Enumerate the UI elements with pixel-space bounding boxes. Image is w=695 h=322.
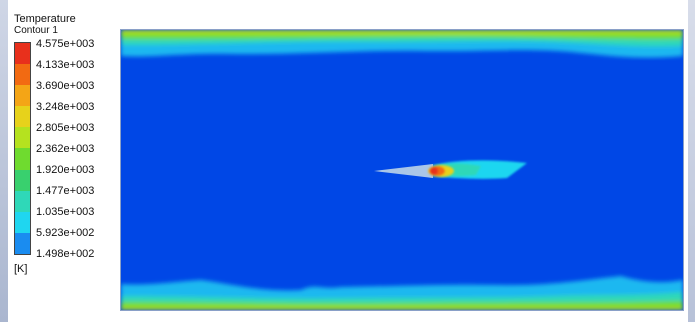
legend-level-label: 3.690e+003 (36, 80, 95, 92)
right-window-edge (688, 0, 695, 322)
legend-level-label: 2.362e+003 (36, 143, 95, 155)
legend-subtitle: Contour 1 (14, 25, 58, 36)
bottom-wall-band (121, 276, 683, 310)
legend-title: Temperature (14, 13, 76, 25)
legend-level-label: 1.477e+003 (36, 185, 95, 197)
legend-level-label: 3.248e+003 (36, 101, 95, 113)
left-window-edge (0, 0, 8, 322)
legend-level-label: 5.923e+002 (36, 227, 95, 239)
color-swatch (15, 148, 30, 170)
color-swatch (15, 127, 30, 149)
color-swatch (15, 211, 30, 233)
hot-zone (428, 165, 454, 177)
contour-plot[interactable] (120, 29, 684, 311)
legend-level-label: 1.498e+002 (36, 248, 95, 260)
color-swatch (15, 64, 30, 86)
legend-level-label: 1.920e+003 (36, 164, 95, 176)
color-swatch (15, 190, 30, 212)
legend-level-label: 1.035e+003 (36, 206, 95, 218)
contour-svg (121, 30, 683, 310)
color-swatch (15, 169, 30, 191)
legend-level-label: 4.133e+003 (36, 59, 95, 71)
legend-level-label: 2.805e+003 (36, 122, 95, 134)
legend-level-label: 4.575e+003 (36, 38, 95, 50)
color-swatch (15, 106, 30, 128)
color-swatch (15, 43, 30, 65)
body-shape (374, 164, 433, 178)
top-wall-band (121, 30, 683, 58)
color-swatch (15, 232, 30, 254)
unit-label: [K] (14, 263, 28, 275)
color-bar (14, 42, 31, 255)
color-swatch (15, 85, 30, 107)
